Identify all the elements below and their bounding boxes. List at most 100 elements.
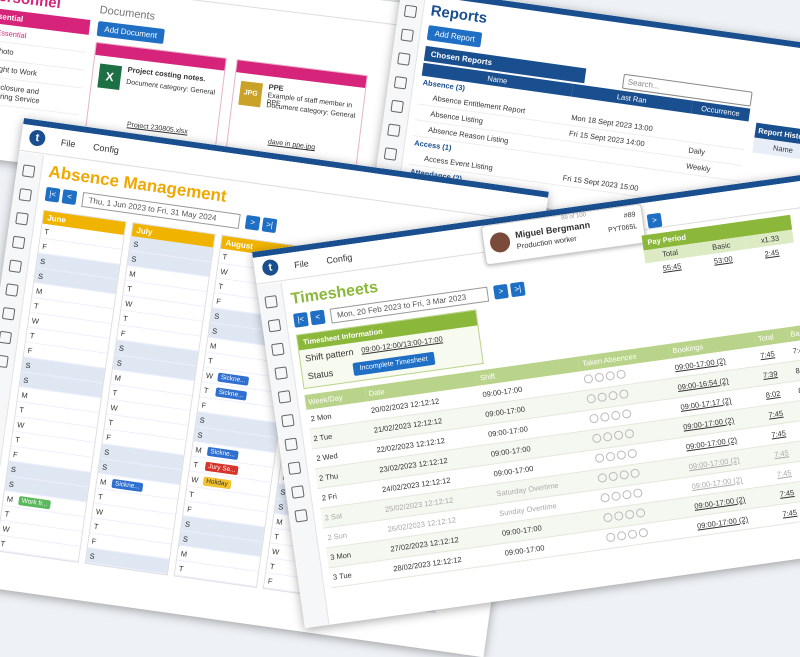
day-letter: M [100,477,109,487]
last-button[interactable]: >| [262,217,278,233]
total-value[interactable]: 7:45 [782,508,798,519]
date-value: 28/02/2023 12:12:12 [393,555,462,573]
day-letter: T [218,281,227,291]
absence-event[interactable]: Sickne... [217,372,249,385]
absence-event[interactable]: Holiday [203,476,232,489]
menu-item[interactable]: File [294,258,310,270]
bookings-value[interactable]: 09:00-17:00 (2) [691,475,743,491]
day-letter: T [189,489,198,499]
day-letter: F [216,296,225,306]
absence-icon [603,432,613,442]
total-value[interactable]: 7:45 [776,468,792,479]
next-button[interactable]: > [245,215,261,231]
day-letter: F [106,432,115,442]
absence-icon [609,471,619,481]
day-letter: T [44,226,53,236]
absence-icon [617,450,627,460]
prev-button[interactable]: < [310,310,326,326]
day-letter: S [133,239,142,249]
day-letter: T [0,538,9,548]
day-letter: S [104,447,113,457]
bookings-value[interactable]: 09:00-17:00 (2) [694,495,746,511]
total-value[interactable]: 7:45 [774,448,790,459]
absence-event[interactable]: Sickne... [111,478,143,491]
total-value[interactable]: 8:02 [765,389,781,400]
day-value: 2 Wed [316,451,339,463]
absence-icon [633,488,643,498]
absence-event[interactable]: Jury Se... [205,461,239,475]
card-link[interactable]: dave in ppe.jpg [268,139,316,152]
first-button[interactable]: |< [293,312,309,328]
day-letter: W [220,266,229,276]
day-letter: W [95,506,104,516]
absence-icon [608,391,618,401]
day-letter: S [89,551,98,561]
menu-item[interactable]: File [60,137,76,149]
bookings-value[interactable]: 09:00-16:54 (2) [677,376,729,392]
absence-icon [622,409,632,419]
next-employee-button[interactable]: > [647,213,663,229]
day-letter: M [6,494,15,504]
absence-icon [622,490,632,500]
day-letter: F [187,504,196,514]
absence-icon [628,529,638,539]
basic-value: 7:45 [792,345,800,356]
day-letter: T [19,405,28,415]
absence-event[interactable]: Sickne... [207,446,239,459]
column-header: Basic [786,322,800,342]
bookings-value[interactable]: 09:00-17:00 (2) [688,455,740,471]
day-letter: S [214,311,223,321]
bookings-value[interactable]: 09:00-17:17 (2) [680,396,732,412]
total-value[interactable]: 7:45 [760,349,776,360]
day-letter: S [25,360,34,370]
total-value[interactable]: 7:45 [768,409,784,420]
day-value: 2 Sun [327,531,348,543]
day-letter: F [42,241,51,251]
prev-button[interactable]: < [62,189,78,205]
shift-value: 09:00-17:00 [482,385,523,399]
last-button[interactable]: >| [510,281,526,297]
day-letter: F [13,449,22,459]
absence-icon [636,508,646,518]
day-letter: M [114,373,123,383]
bookings-value[interactable]: 09:00-17:00 (2) [685,435,737,451]
shift-value: 09:00-17:00 [485,405,526,419]
total-value[interactable]: 7:45 [771,429,787,440]
add-document-button[interactable]: Add Document [97,21,165,44]
add-report-button[interactable]: Add Report [427,25,483,47]
absence-icon [619,389,629,399]
day-letter: S [102,462,111,472]
absence-icon [584,374,594,384]
menu-item[interactable]: Config [326,252,353,266]
absence-icon [628,448,638,458]
shift-value: Sunday Overtime [499,501,558,518]
day-letter: S [212,326,221,336]
total-value[interactable]: 7:45 [779,488,795,499]
day-letter: T [33,301,42,311]
day-letter: W [125,298,134,308]
menu-item[interactable]: Config [92,142,119,156]
day-letter: M [276,517,285,527]
absence-icon [617,531,627,541]
day-letter: T [123,313,132,323]
day-letter: M [129,269,138,279]
bookings-value[interactable]: 09:00-17:00 (2) [683,416,735,432]
day-letter: F [120,328,129,338]
day-letter: M [210,341,219,351]
shift-value: 09:00-17:00 [487,424,528,438]
day-value: 3 Mon [330,550,352,562]
next-button[interactable]: > [493,284,509,300]
bookings-value[interactable]: 09:00-17:00 (2) [674,356,726,372]
day-letter: F [27,345,36,355]
absence-event[interactable]: Work fr... [18,496,51,509]
absence-event[interactable]: Sickne... [215,387,247,400]
day-letter: W [191,474,200,484]
first-button[interactable]: |< [45,187,61,203]
total-value[interactable]: 7:39 [762,369,778,380]
absence-icon [606,371,616,381]
day-letter: S [23,375,32,385]
bookings-value[interactable]: 09:00-17:00 (2) [697,515,749,531]
day-letter: S [185,519,194,529]
absence-icon [592,433,602,443]
